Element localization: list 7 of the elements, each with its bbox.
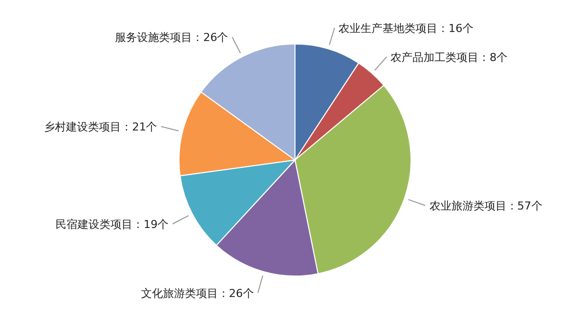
slice-label: 乡村建设类项目：21个 — [44, 120, 158, 134]
slice-label: 文化旅游类项目：26个 — [140, 286, 254, 300]
slice-label: 民宿建设类项目：19个 — [56, 218, 169, 231]
slice-label: 农产品加工类项目：8个 — [390, 50, 508, 64]
slice-label: 农业生产基地类项目：16个 — [338, 22, 474, 35]
slice-label: 服务设施类项目：26个 — [115, 31, 228, 44]
slice-label: 农业旅游类项目：57个 — [429, 199, 542, 212]
